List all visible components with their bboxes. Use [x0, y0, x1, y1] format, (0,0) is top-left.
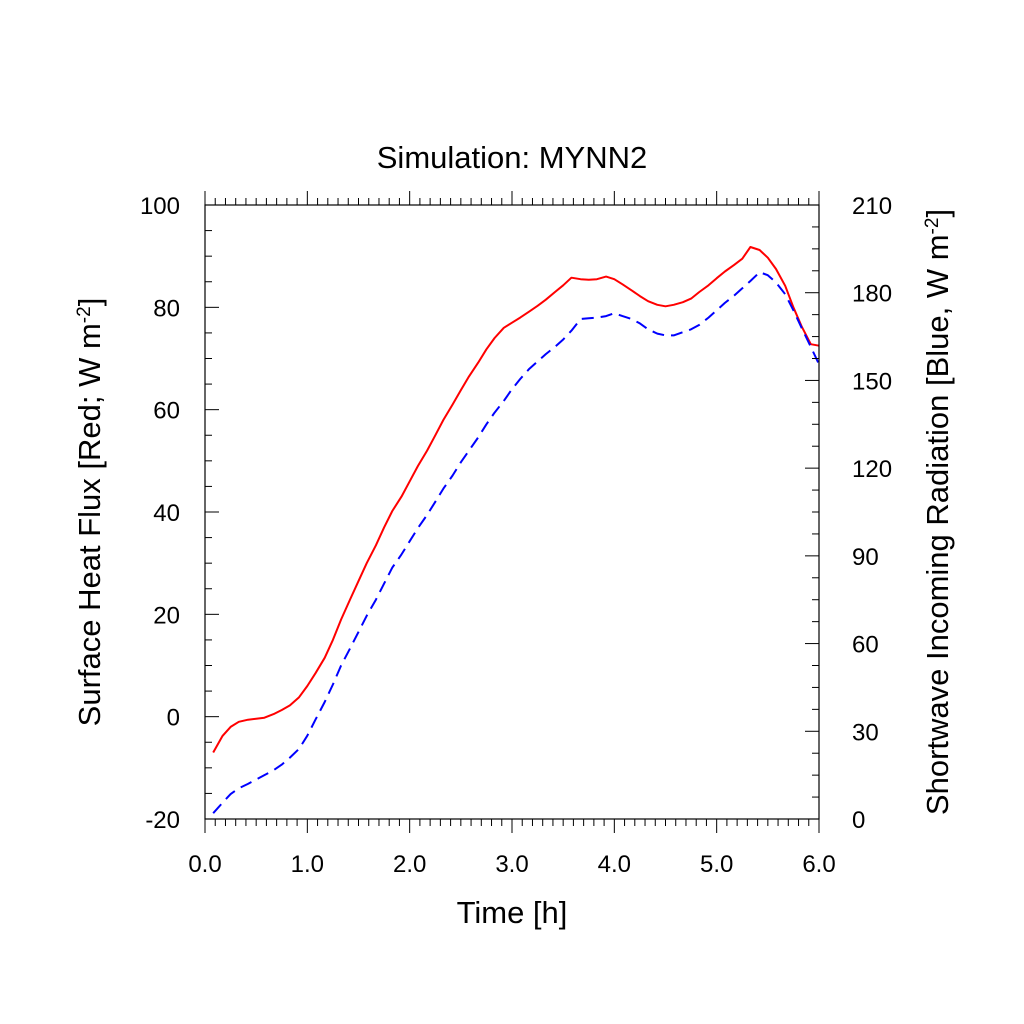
- x-tick-label: 0.0: [188, 851, 221, 878]
- x-axis-label: Time [h]: [457, 895, 568, 930]
- x-tick-label: 1.0: [291, 851, 324, 878]
- axes-layer: [204, 204, 820, 820]
- y-axis-label-right: Shortwave Incoming Radiation [Blue, W m-…: [920, 209, 955, 815]
- y-left-tick-label: 80: [153, 295, 180, 322]
- series-layer: [212, 246, 820, 814]
- y-axis-label-right-main: Shortwave Incoming Radiation [Blue, W m: [920, 234, 955, 815]
- y-right-tick-label: 210: [852, 193, 892, 220]
- y-axis-label-left: Surface Heat Flux [Red; W m-2]: [72, 298, 107, 727]
- y-right-tick-label: 90: [852, 544, 879, 571]
- y-right-tick-label: 120: [852, 456, 892, 483]
- x-tick-label: 5.0: [700, 851, 733, 878]
- y-left-tick-label: 20: [153, 602, 180, 629]
- x-tick-label: 3.0: [495, 851, 528, 878]
- series-heat-flux-line: [212, 246, 820, 753]
- y-left-tick-label: 60: [153, 398, 180, 425]
- x-tick-label: 6.0: [802, 851, 835, 878]
- y-right-tick-label: 60: [852, 632, 879, 659]
- y-axis-label-left-sup: -2: [74, 306, 95, 323]
- ticks-layer: 0.0 1.0 2.0 3.0 4.0 5.0 6.0 -20 0 20 40 60 80 100 0 30 6…: [140, 191, 892, 878]
- y-right-tick-label: 0: [852, 807, 865, 834]
- y-axis-label-left-main: Surface Heat Flux [Red; W m: [72, 323, 107, 726]
- plot-frame: [204, 204, 820, 820]
- y-axis-label-right-end: ]: [920, 209, 955, 218]
- y-left-tick-label: 0: [167, 705, 180, 732]
- y-right-tick-label: 30: [852, 719, 879, 746]
- x-tick-label: 2.0: [393, 851, 426, 878]
- chart-title: Simulation: MYNN2: [377, 140, 647, 175]
- x-tick-label: 4.0: [598, 851, 631, 878]
- series-shortwave-line: [212, 271, 820, 814]
- y-right-tick-label: 150: [852, 368, 892, 395]
- y-left-tick-label: -20: [145, 807, 180, 834]
- y-left-tick-label: 40: [153, 500, 180, 527]
- y-left-tick-label: 100: [140, 193, 180, 220]
- y-right-tick-label: 180: [852, 281, 892, 308]
- y-axis-label-right-sup: -2: [922, 218, 943, 235]
- y-axis-label-left-end: ]: [72, 298, 107, 307]
